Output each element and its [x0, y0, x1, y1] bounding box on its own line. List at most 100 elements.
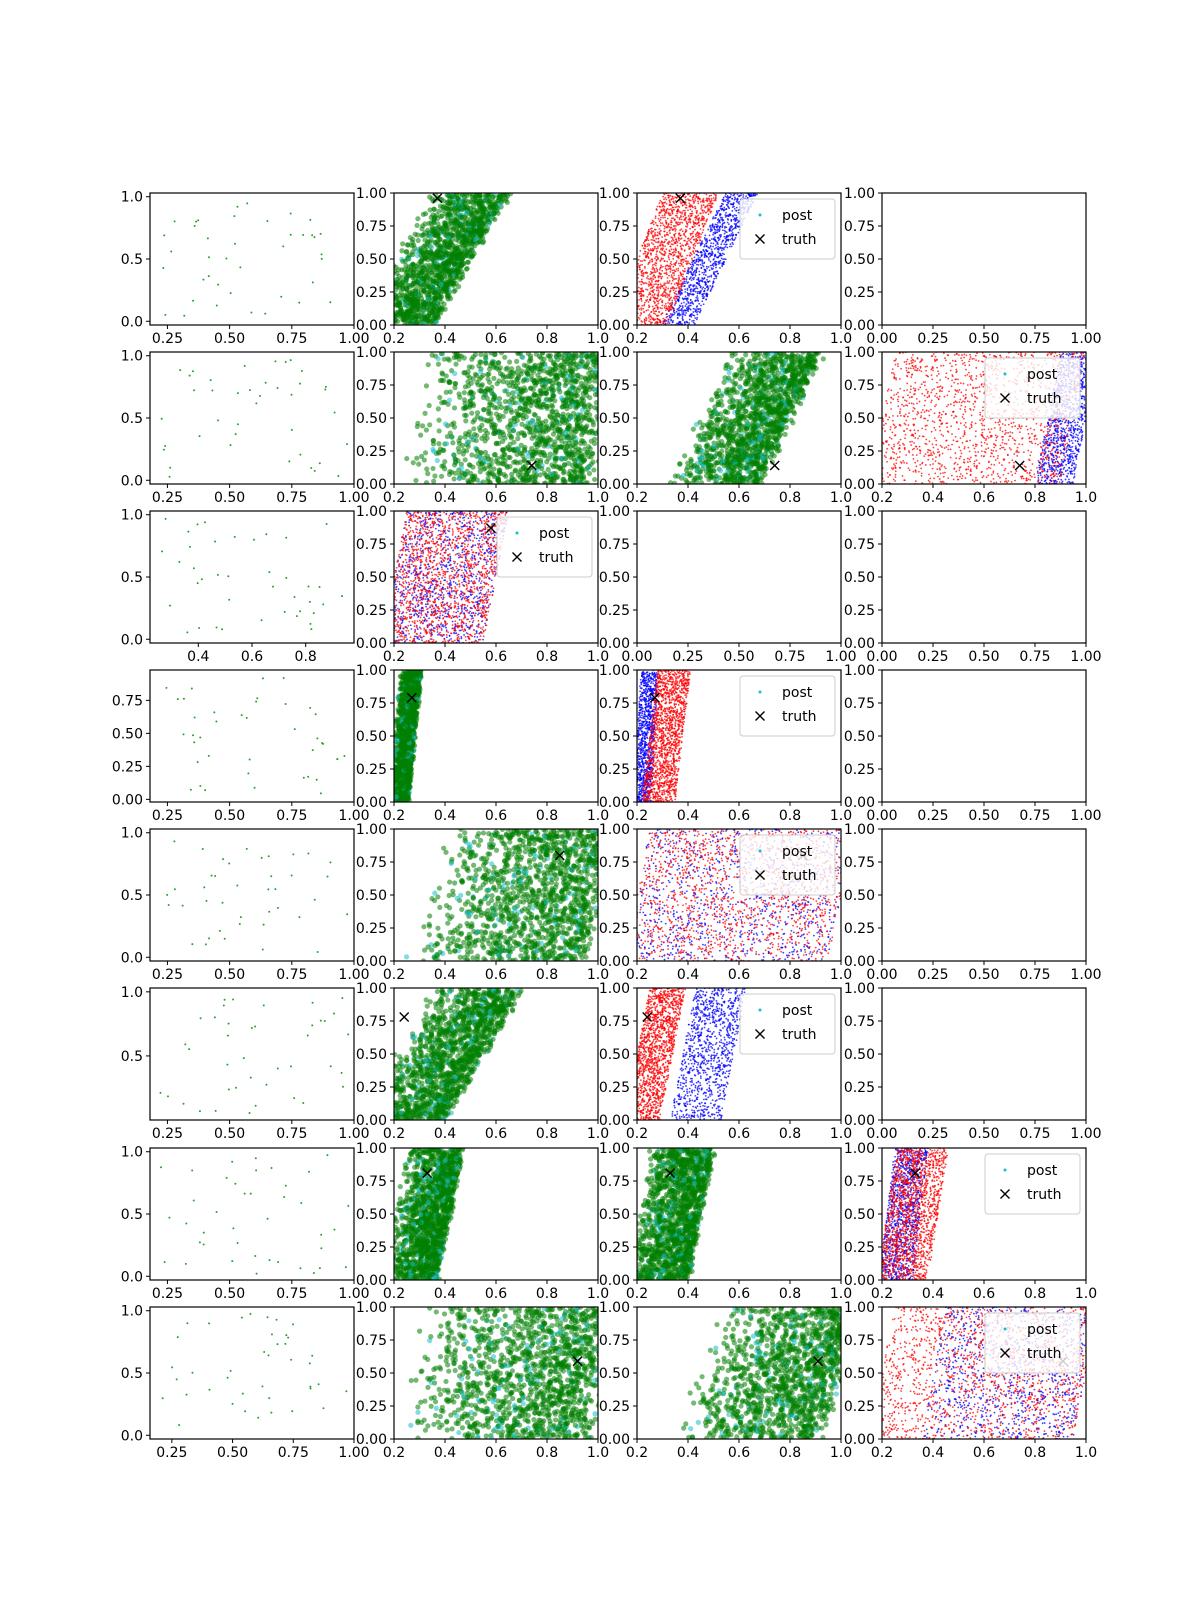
posterior-point — [702, 215, 705, 218]
posterior-point — [730, 245, 733, 248]
posterior-point — [682, 215, 685, 218]
posterior-point — [419, 276, 426, 282]
posterior-point — [707, 257, 710, 259]
posterior-point — [668, 264, 671, 267]
posterior-point — [708, 239, 711, 242]
posterior-point — [634, 285, 636, 287]
posterior-point — [637, 258, 640, 261]
posterior-point — [755, 193, 758, 196]
posterior-point — [654, 233, 656, 236]
posterior-point — [666, 276, 669, 279]
posterior-point — [634, 307, 636, 309]
posterior-point — [654, 217, 657, 219]
posterior-point — [431, 289, 437, 296]
posterior-point — [696, 307, 699, 310]
y-tick-label: 0.50 — [356, 252, 387, 268]
posterior-point — [712, 280, 715, 283]
posterior-point — [705, 298, 708, 301]
posterior-point — [688, 248, 690, 250]
posterior-point — [708, 204, 711, 207]
posterior-point — [689, 195, 692, 198]
posterior-point — [704, 284, 707, 286]
posterior-point — [629, 310, 631, 312]
posterior-point — [645, 299, 647, 302]
posterior-point — [713, 273, 716, 276]
posterior-point — [403, 249, 409, 255]
posterior-point — [685, 298, 688, 301]
posterior-point — [692, 285, 695, 288]
observation-point — [234, 242, 237, 245]
observation-point — [324, 388, 327, 391]
posterior-point — [653, 228, 656, 231]
posterior-point — [682, 209, 685, 212]
posterior-point — [727, 200, 730, 203]
posterior-point — [698, 302, 701, 305]
posterior-point — [431, 206, 437, 213]
posterior-point — [675, 281, 678, 284]
posterior-point — [668, 280, 671, 282]
posterior-point — [729, 243, 732, 246]
posterior-point — [646, 289, 649, 291]
posterior-point — [629, 309, 631, 311]
posterior-point — [441, 203, 447, 210]
posterior-point — [669, 245, 672, 248]
posterior-point — [701, 217, 703, 220]
posterior-point — [719, 225, 722, 228]
posterior-point — [713, 199, 715, 202]
posterior-point — [674, 247, 677, 250]
posterior-point — [653, 302, 656, 305]
posterior-point — [382, 311, 387, 316]
posterior-point — [700, 267, 703, 270]
posterior-point — [647, 231, 649, 234]
posterior-point — [545, 466, 551, 473]
posterior-point — [661, 253, 664, 256]
posterior-point — [714, 232, 716, 235]
posterior-point — [684, 235, 687, 238]
posterior-point — [641, 321, 644, 323]
posterior-point — [662, 208, 665, 210]
posterior-point — [696, 298, 699, 301]
posterior-point — [657, 275, 660, 278]
posterior-point — [469, 221, 475, 227]
posterior-point — [689, 252, 692, 255]
posterior-point — [667, 243, 670, 246]
posterior-point — [713, 238, 716, 241]
posterior-point — [652, 220, 655, 223]
posterior-point — [678, 289, 680, 292]
posterior-point — [671, 321, 674, 324]
posterior-point — [632, 311, 634, 313]
posterior-point — [681, 204, 684, 207]
posterior-point — [654, 221, 657, 224]
posterior-point — [631, 299, 633, 301]
posterior-point — [671, 212, 674, 215]
posterior-point — [578, 374, 584, 380]
posterior-point — [673, 269, 675, 272]
posterior-point — [645, 309, 648, 312]
posterior-point — [633, 287, 635, 289]
y-tick-label: 0.75 — [844, 219, 875, 235]
posterior-point — [703, 245, 706, 248]
posterior-point — [400, 282, 406, 288]
posterior-point — [689, 284, 692, 287]
posterior-point — [385, 312, 390, 317]
posterior-point — [735, 224, 738, 227]
posterior-point — [659, 248, 662, 251]
posterior-point — [549, 402, 555, 408]
posterior-point — [689, 205, 692, 208]
posterior-point — [662, 224, 665, 226]
posterior-point — [666, 231, 668, 234]
posterior-point — [432, 315, 438, 321]
posterior-point — [719, 207, 722, 210]
posterior-point — [709, 245, 712, 248]
posterior-point — [649, 259, 651, 262]
posterior-point — [648, 305, 651, 308]
posterior-point — [685, 312, 687, 314]
observation-point — [311, 234, 314, 237]
posterior-point — [689, 304, 692, 307]
observation-point — [284, 360, 287, 363]
posterior-point — [698, 273, 701, 276]
posterior-point — [631, 275, 633, 277]
posterior-point — [668, 314, 671, 317]
posterior-point — [705, 265, 708, 268]
posterior-point — [439, 463, 445, 469]
